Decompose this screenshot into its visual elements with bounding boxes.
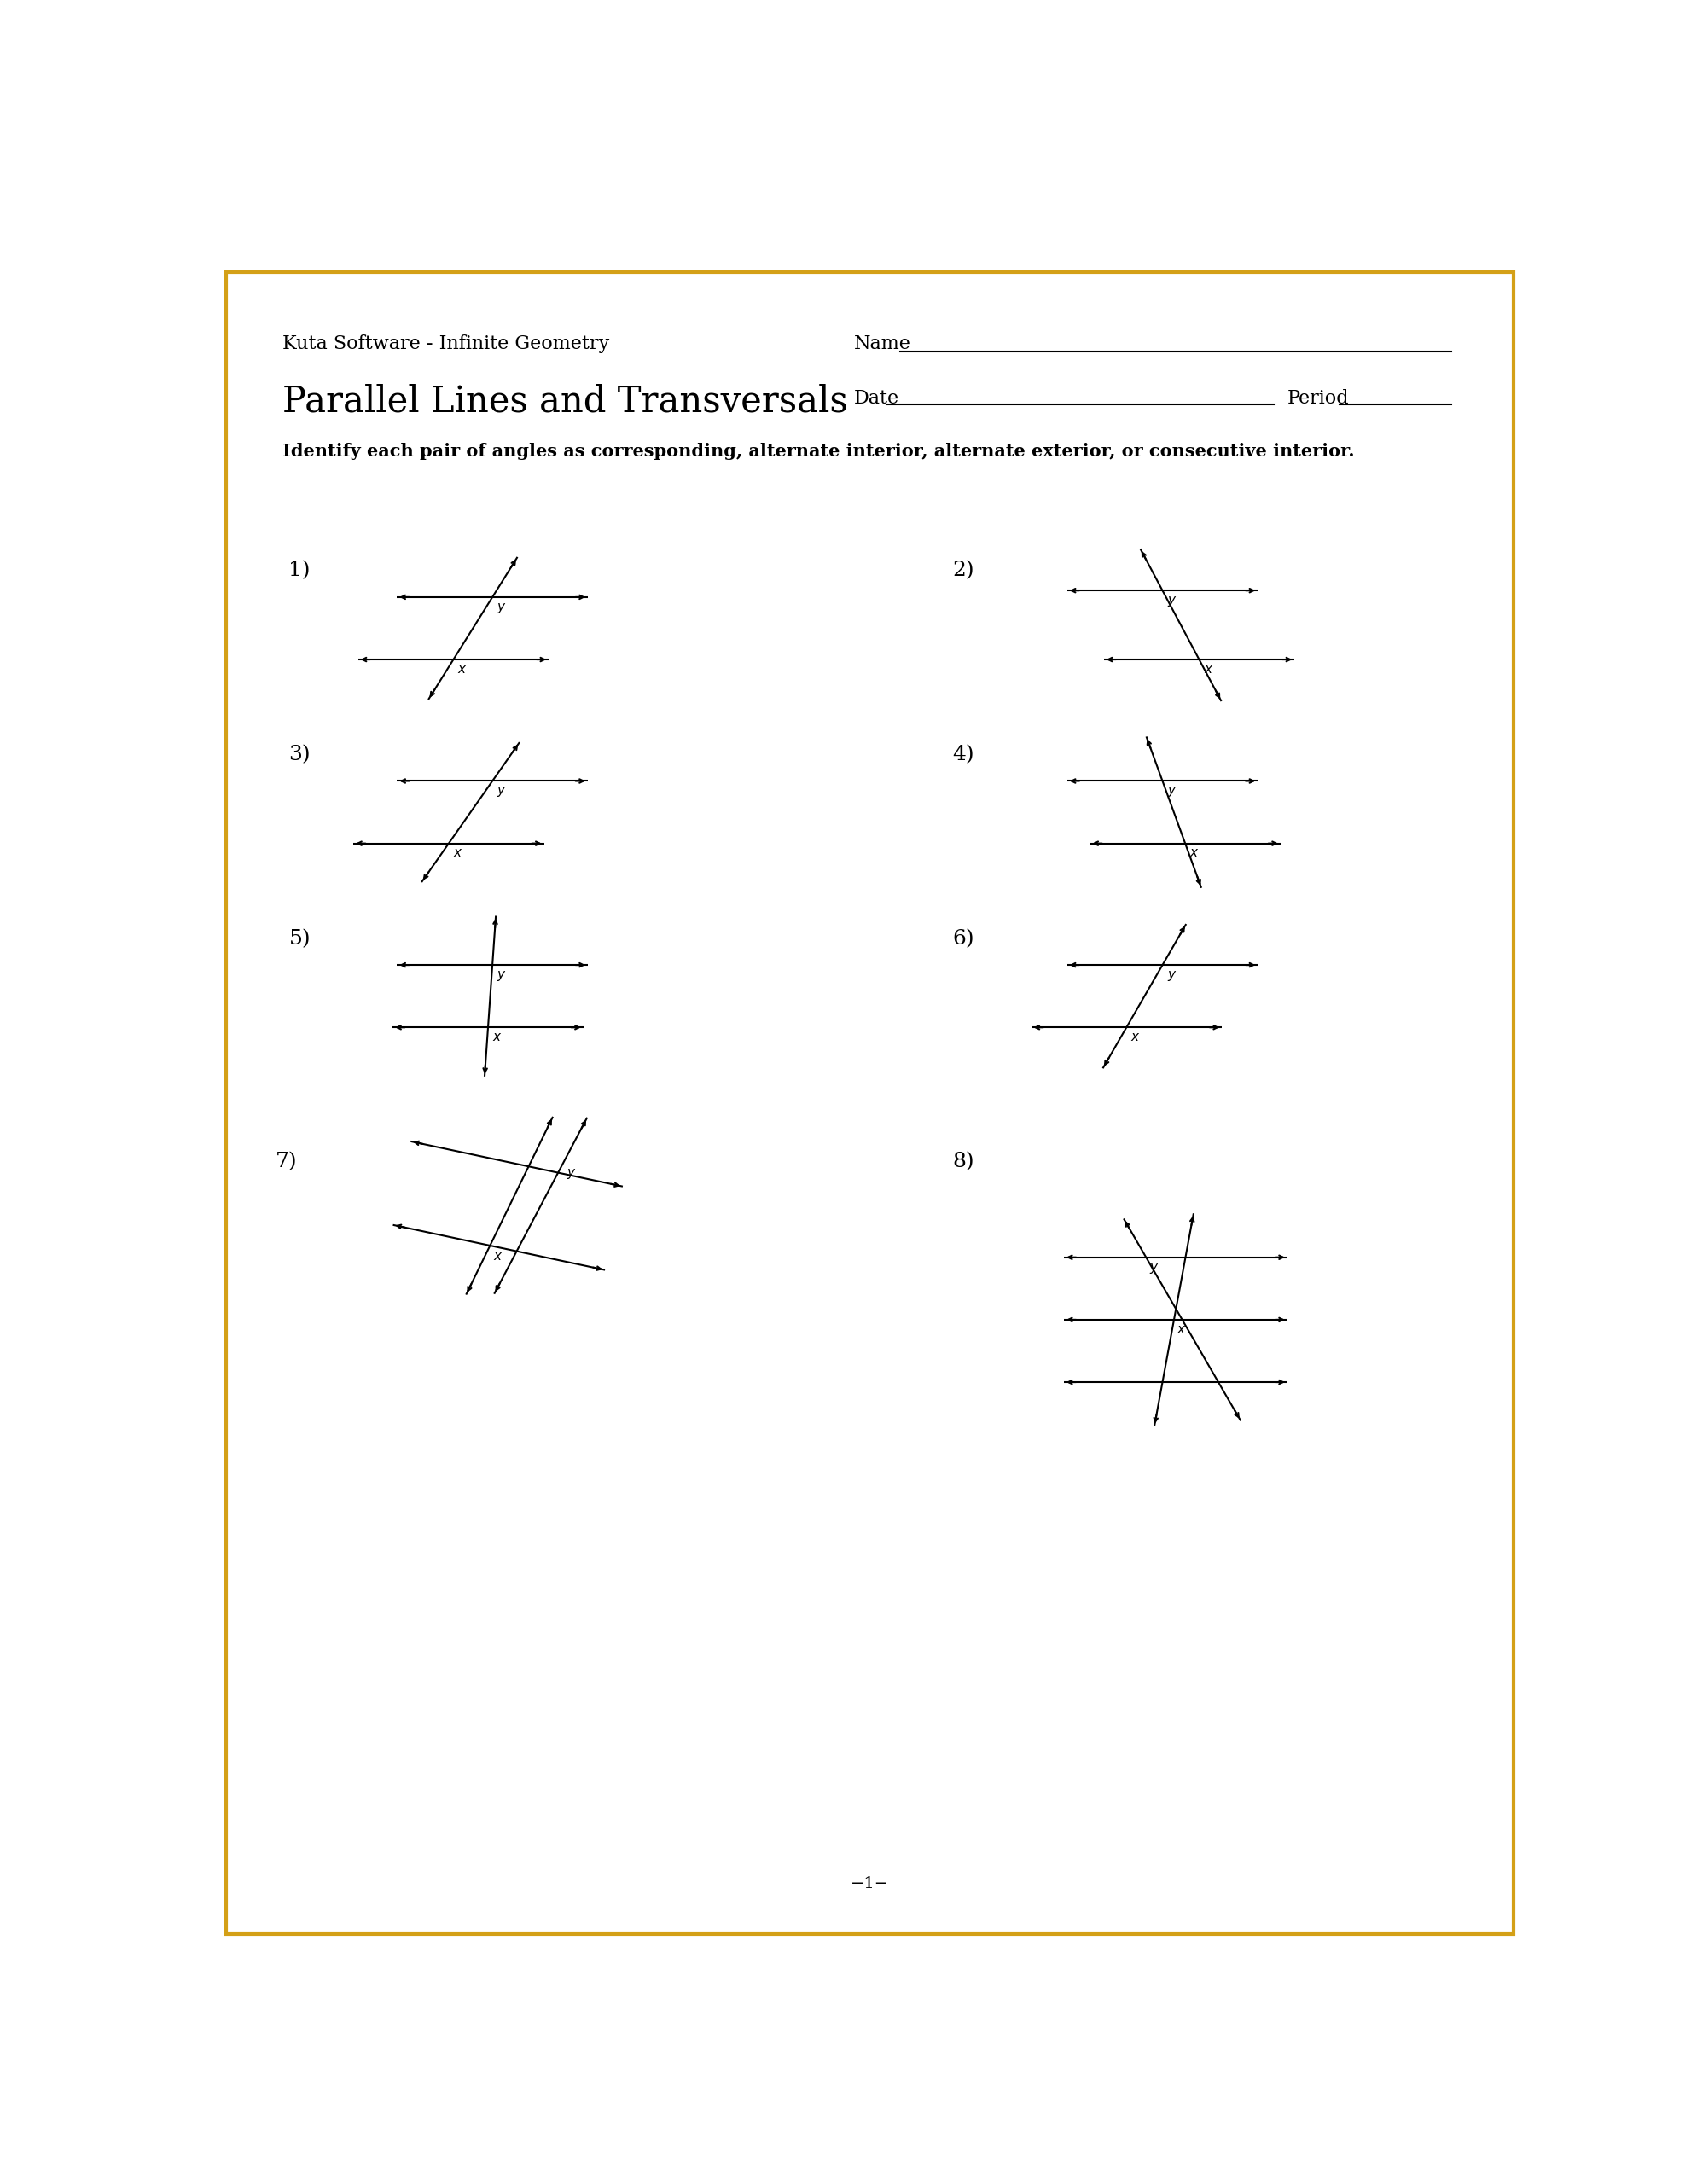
Text: 1): 1) (288, 561, 311, 581)
Text: −1−: −1− (850, 1876, 889, 1891)
Text: x: x (453, 847, 462, 860)
Text: 5): 5) (288, 928, 311, 948)
Text: y: y (1166, 594, 1174, 607)
Text: 7): 7) (275, 1153, 297, 1173)
Text: Kuta Software - Infinite Geometry: Kuta Software - Infinite Geometry (282, 334, 609, 354)
Text: y: y (497, 784, 504, 797)
Text: 4): 4) (952, 745, 974, 764)
Text: 3): 3) (288, 745, 311, 764)
Text: y: y (1166, 784, 1174, 797)
Text: y: y (1149, 1260, 1156, 1273)
Text: 2): 2) (952, 561, 974, 581)
Text: x: x (492, 1249, 501, 1262)
Text: y: y (497, 601, 504, 614)
Text: Period: Period (1286, 389, 1349, 408)
Text: Name: Name (854, 334, 910, 354)
Text: x: x (492, 1031, 501, 1044)
Text: y: y (1166, 968, 1174, 981)
Text: 8): 8) (952, 1153, 974, 1173)
Text: x: x (1176, 1324, 1185, 1337)
Text: x: x (458, 662, 465, 675)
Text: y: y (497, 968, 504, 981)
Text: Parallel Lines and Transversals: Parallel Lines and Transversals (282, 384, 847, 419)
Text: Date: Date (854, 389, 899, 408)
Text: 6): 6) (952, 928, 974, 948)
Text: x: x (1190, 847, 1196, 860)
Text: Identify each pair of angles as corresponding, alternate interior, alternate ext: Identify each pair of angles as correspo… (282, 443, 1354, 461)
Text: x: x (1203, 662, 1212, 675)
Text: y: y (567, 1166, 574, 1179)
Text: x: x (1130, 1031, 1139, 1044)
